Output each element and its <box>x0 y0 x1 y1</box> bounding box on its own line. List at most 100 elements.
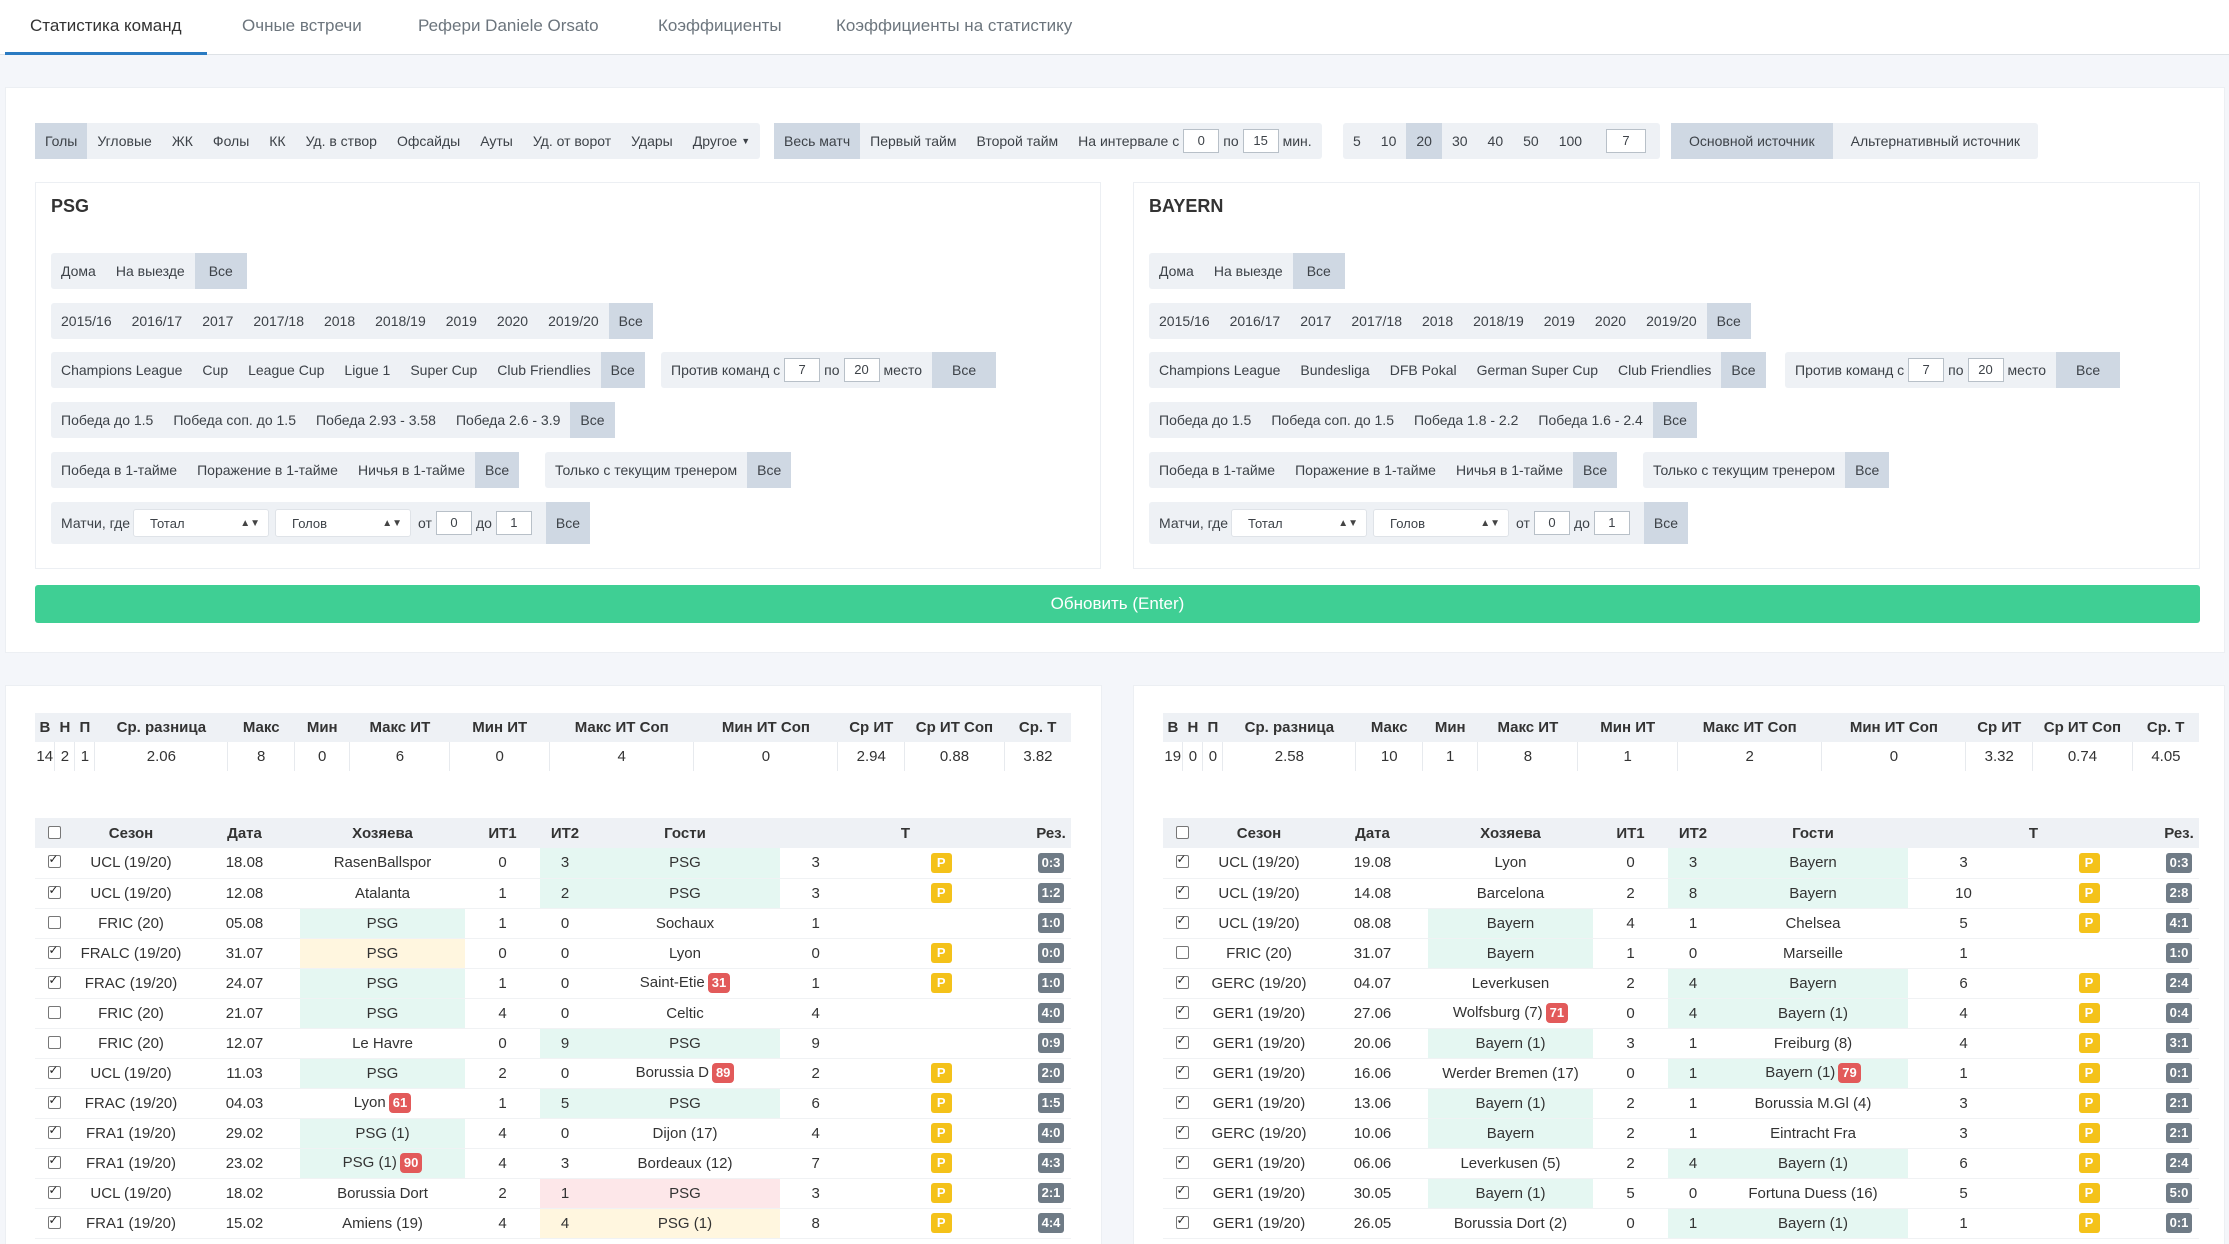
select-all-checkbox[interactable] <box>1163 818 1201 848</box>
stat-throw-ins-button[interactable]: Ауты <box>480 133 513 149</box>
count-20-button[interactable]: 20 <box>1406 123 1442 159</box>
count-30-button[interactable]: 30 <box>1451 133 1468 149</box>
season-button[interactable]: 2019 <box>445 313 477 329</box>
odds-button[interactable]: Победа 2.6 - 3.9 <box>455 412 561 428</box>
row-checkbox[interactable] <box>35 1028 73 1059</box>
period-first-half-button[interactable]: Первый тайм <box>870 133 957 149</box>
season-button[interactable]: 2019/20 <box>1646 313 1697 329</box>
venue-away-button[interactable]: На выезде <box>115 263 185 279</box>
season-button[interactable]: 2015/16 <box>1159 313 1210 329</box>
season-button[interactable]: 2016/17 <box>131 313 183 329</box>
tournament-button[interactable]: Bundesliga <box>1300 362 1370 378</box>
half-loss-button[interactable]: Поражение в 1-тайме <box>197 462 338 478</box>
season-button[interactable]: 2017 <box>202 313 234 329</box>
row-checkbox[interactable] <box>1163 1118 1201 1149</box>
venue-all-button[interactable]: Все <box>1292 253 1345 289</box>
half-all-button[interactable]: Все <box>475 452 520 488</box>
value-from-input[interactable]: 0 <box>1533 511 1570 535</box>
value-from-input[interactable]: 0 <box>435 511 472 535</box>
row-checkbox[interactable] <box>35 1088 73 1119</box>
select-all-checkbox[interactable] <box>35 818 73 848</box>
odds-button[interactable]: Победа 1.6 - 2.4 <box>1538 412 1643 428</box>
tournament-all-button[interactable]: Все <box>1721 352 1766 388</box>
tournament-button[interactable]: Cup <box>202 362 229 378</box>
goals-select[interactable]: Голов ▲▼ <box>1373 509 1510 537</box>
row-checkbox[interactable] <box>1163 1178 1201 1209</box>
season-button[interactable]: 2016/17 <box>1229 313 1281 329</box>
count-40-button[interactable]: 40 <box>1487 133 1504 149</box>
tournament-button[interactable]: Club Friendlies <box>1618 362 1712 378</box>
tournament-button[interactable]: Ligue 1 <box>344 362 391 378</box>
interval-to-input[interactable]: 15 <box>1242 129 1279 153</box>
coach-all-button[interactable]: Все <box>747 452 792 488</box>
season-button[interactable]: 2017/18 <box>253 313 304 329</box>
row-checkbox[interactable] <box>1163 848 1201 879</box>
stat-goal-kicks-button[interactable]: Уд. от ворот <box>532 133 612 149</box>
coach-all-button[interactable]: Все <box>1845 452 1890 488</box>
rank-to-input[interactable]: 20 <box>843 358 880 382</box>
period-second-half-button[interactable]: Второй тайм <box>976 133 1059 149</box>
count-10-button[interactable]: 10 <box>1380 133 1397 149</box>
row-checkbox[interactable] <box>1163 1088 1201 1119</box>
season-button[interactable]: 2018 <box>1421 313 1454 329</box>
row-checkbox[interactable] <box>35 908 73 939</box>
matches-all-button[interactable]: Все <box>1643 502 1689 544</box>
odds-all-button[interactable]: Все <box>1652 402 1697 438</box>
stat-red-cards-button[interactable]: КК <box>269 133 286 149</box>
value-to-input[interactable]: 1 <box>1593 511 1630 535</box>
row-checkbox[interactable] <box>1163 1148 1201 1179</box>
matches-all-button[interactable]: Все <box>545 502 591 544</box>
tournament-button[interactable]: Super Cup <box>410 362 478 378</box>
row-checkbox[interactable] <box>1163 878 1201 909</box>
half-draw-button[interactable]: Ничья в 1-тайме <box>357 462 465 478</box>
stat-goals-button[interactable]: Голы <box>35 123 88 159</box>
odds-button[interactable]: Победа 2.93 - 3.58 <box>316 412 436 428</box>
alt-source-button[interactable]: Альтернативный источник <box>1850 133 2021 149</box>
half-all-button[interactable]: Все <box>1573 452 1618 488</box>
season-button[interactable]: 2018/19 <box>1473 313 1524 329</box>
stat-yellow-cards-button[interactable]: ЖК <box>171 133 193 149</box>
tournament-button[interactable]: Champions League <box>61 362 183 378</box>
value-to-input[interactable]: 1 <box>495 511 532 535</box>
against-all-button[interactable]: Все <box>931 352 997 388</box>
main-source-button[interactable]: Основной источник <box>1671 123 1833 159</box>
row-checkbox[interactable] <box>1163 1028 1201 1059</box>
row-checkbox[interactable] <box>35 848 73 879</box>
odds-button[interactable]: Победа соп. до 1.5 <box>173 412 296 428</box>
season-button[interactable]: 2018/19 <box>375 313 426 329</box>
half-loss-button[interactable]: Поражение в 1-тайме <box>1295 462 1436 478</box>
current-coach-button[interactable]: Только с текущим тренером <box>1653 462 1836 478</box>
season-button[interactable]: 2019/20 <box>548 313 599 329</box>
season-all-button[interactable]: Все <box>608 303 653 339</box>
odds-button[interactable]: Победа 1.8 - 2.2 <box>1414 412 1519 428</box>
season-all-button[interactable]: Все <box>1706 303 1751 339</box>
stat-other-dropdown[interactable]: Другое ▼ <box>683 123 760 159</box>
interval-from-input[interactable]: 0 <box>1183 129 1220 153</box>
tournament-button[interactable]: League Cup <box>248 362 325 378</box>
season-button[interactable]: 2015/16 <box>61 313 112 329</box>
half-win-button[interactable]: Победа в 1-тайме <box>1159 462 1276 478</box>
half-win-button[interactable]: Победа в 1-тайме <box>61 462 178 478</box>
row-checkbox[interactable] <box>1163 938 1201 969</box>
update-button[interactable]: Обновить (Enter) <box>35 585 2200 623</box>
season-button[interactable]: 2020 <box>1594 313 1627 329</box>
row-checkbox[interactable] <box>35 1208 73 1239</box>
period-full-match-button[interactable]: Весь матч <box>774 123 861 159</box>
custom-count-input[interactable]: 7 <box>1606 129 1647 153</box>
row-checkbox[interactable] <box>1163 1058 1201 1089</box>
season-button[interactable]: 2020 <box>496 313 529 329</box>
tab-team-stats[interactable]: Статистика команд <box>5 0 207 55</box>
rank-to-input[interactable]: 20 <box>1967 358 2004 382</box>
tab-odds-on-stats[interactable]: Коэффициенты на статистику <box>836 16 1073 35</box>
tab-odds[interactable]: Коэффициенты <box>658 16 782 35</box>
tournament-button[interactable]: DFB Pokal <box>1389 362 1457 378</box>
tab-referee[interactable]: Рефери Daniele Orsato <box>418 16 599 35</box>
season-button[interactable]: 2017 <box>1300 313 1332 329</box>
rank-from-input[interactable]: 7 <box>784 358 821 382</box>
count-5-button[interactable]: 5 <box>1353 133 1361 149</box>
row-checkbox[interactable] <box>1163 968 1201 999</box>
row-checkbox[interactable] <box>35 1058 73 1089</box>
count-100-button[interactable]: 100 <box>1558 133 1583 149</box>
venue-away-button[interactable]: На выезде <box>1213 263 1283 279</box>
row-checkbox[interactable] <box>35 878 73 909</box>
